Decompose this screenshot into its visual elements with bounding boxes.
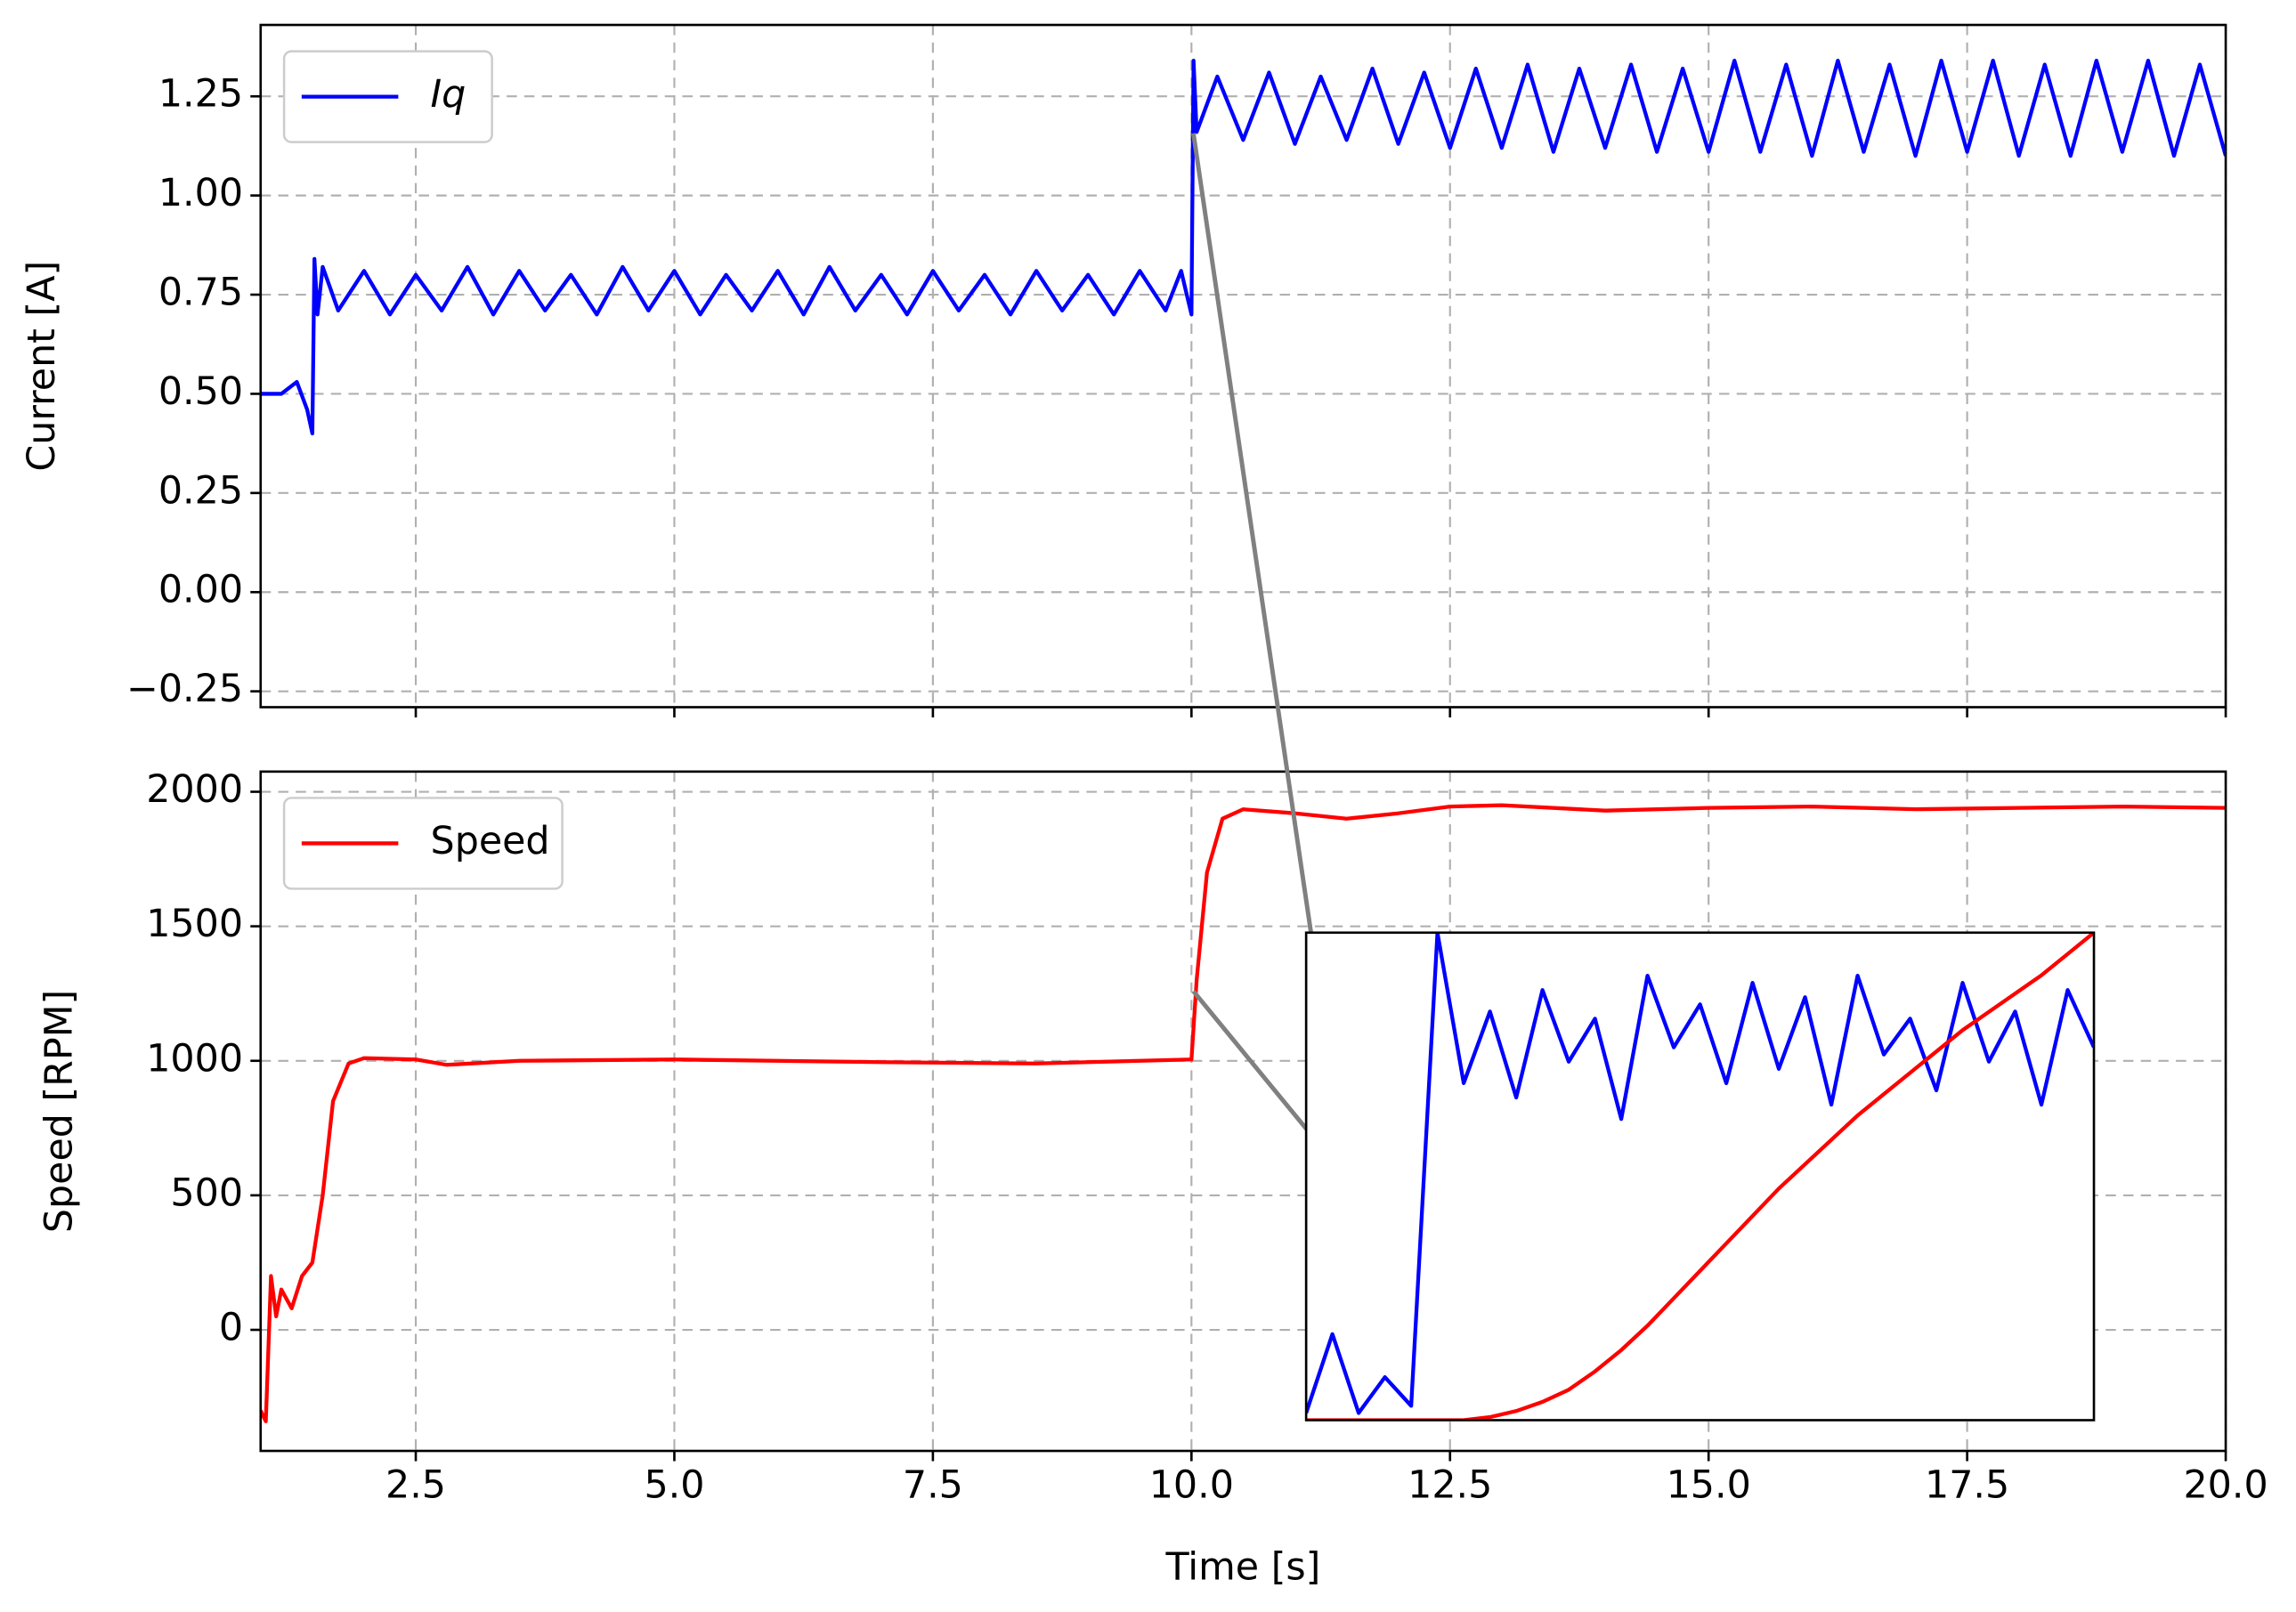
plot-frame [259, 770, 2227, 1453]
x-tick-label: 12.5 [1408, 1463, 1492, 1508]
plot-area [260, 25, 2227, 708]
data-line [260, 58, 2227, 436]
x-tick-label: 10.0 [1149, 1463, 1234, 1508]
y-tick-label: 1000 [146, 1036, 243, 1081]
legend-label: Speed [431, 819, 550, 863]
y-tick-label: 1500 [146, 902, 243, 946]
y-axis-label: Speed [RPM] [37, 990, 82, 1233]
y-tick-label: 2000 [146, 767, 243, 812]
y-tick-label: 0.00 [158, 568, 243, 612]
plot-frame [259, 23, 2227, 709]
plot-area [1306, 932, 2095, 1421]
inset-panel [1304, 931, 2096, 1422]
x-tick-label: 2.5 [385, 1463, 446, 1508]
legend-box [282, 797, 564, 890]
y-tick-label: 500 [170, 1171, 243, 1215]
x-tick-label: 15.0 [1667, 1463, 1751, 1508]
y-tick-label: 0.25 [158, 468, 243, 513]
current-panel: −0.25 0.00 0.25 0.50 0.75 1.00 1.25 Current [A]… [20, 23, 2227, 717]
y-axis-label: Current [A] [20, 261, 64, 472]
y-tick-label: 1.25 [158, 72, 243, 117]
plot-frame [1304, 931, 2096, 1422]
data-line [260, 803, 2227, 1423]
x-tick-label: 7.5 [903, 1463, 963, 1508]
y-tick-label: 1.00 [158, 171, 243, 215]
x-axis-label: Time [s] [1164, 1545, 1320, 1590]
legend-label: Iq [431, 72, 467, 117]
x-tick-label: 5.0 [644, 1463, 704, 1508]
y-tick-label: −0.25 [126, 667, 243, 711]
x-tick-label: 17.5 [1925, 1463, 2009, 1508]
y-tick-label: 0.50 [158, 369, 243, 414]
data-line [1306, 932, 2095, 1415]
y-tick-label: 0 [219, 1306, 243, 1350]
y-tick-label: 0.75 [158, 271, 243, 315]
x-tick-label: 20.0 [2183, 1463, 2268, 1508]
data-line [1306, 932, 2095, 1421]
